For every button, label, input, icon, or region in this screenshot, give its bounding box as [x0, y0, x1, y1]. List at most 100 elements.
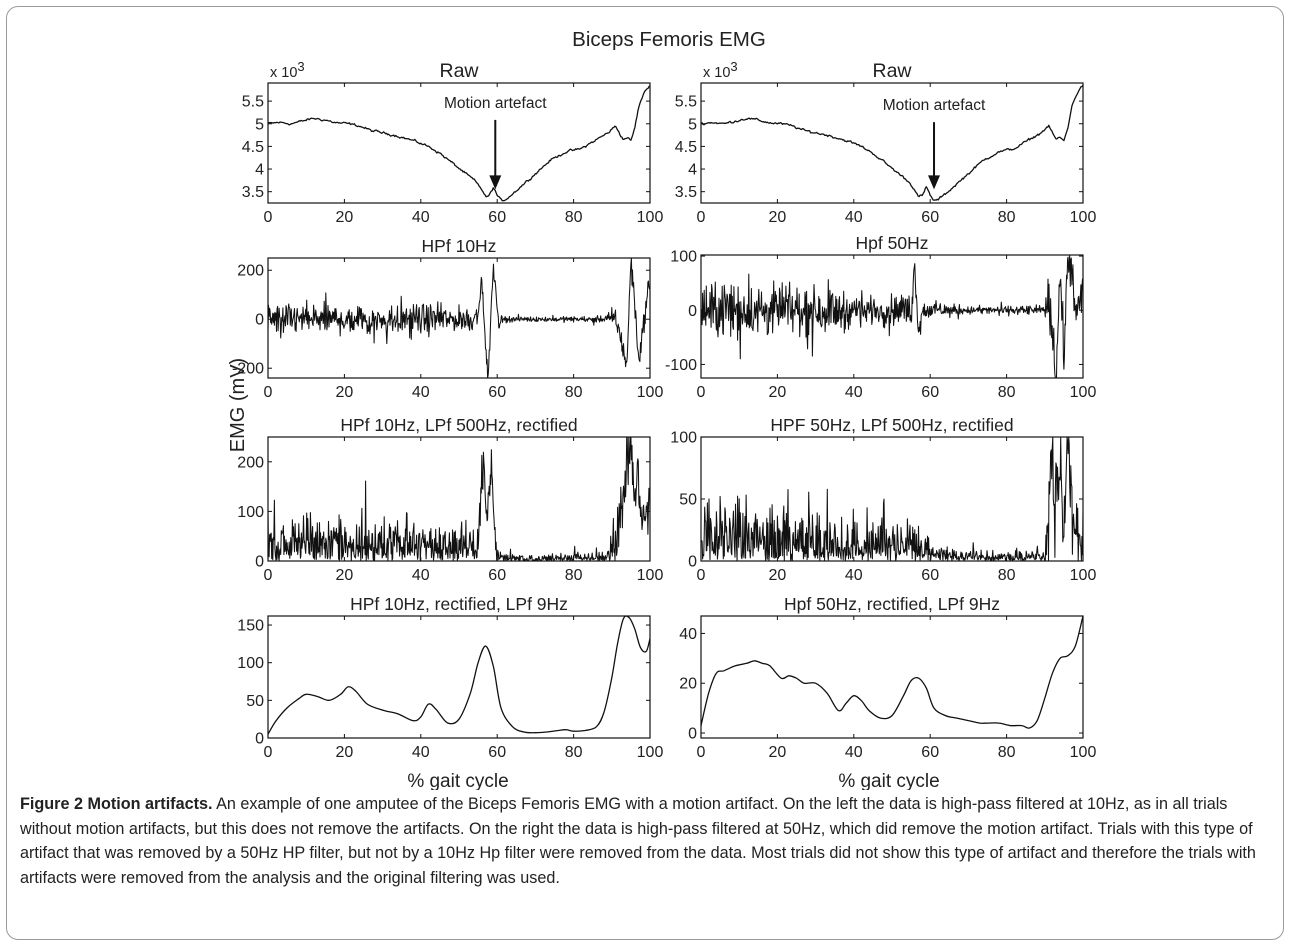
y-tick-label: 150 — [237, 618, 264, 635]
x-tick-label: 0 — [264, 209, 273, 226]
panel-rect10-left: HPf 10Hz, LPf 500Hz, rectified 0 20 40 60 80 1… — [237, 415, 663, 584]
panel-lp-right: Hpf 50Hz, rectified, LPf 9Hz 0 20 40 60 80 100… — [679, 594, 1096, 761]
x-tick-label: 40 — [412, 567, 430, 584]
x-tick-label: 60 — [488, 744, 506, 761]
y-tick-label: 5 — [688, 116, 697, 133]
x-tick-label: 0 — [697, 209, 706, 226]
panel-title: Hpf 50Hz — [856, 233, 929, 253]
y-tick-label: 100 — [670, 430, 697, 447]
x-tick-label: 80 — [998, 567, 1016, 584]
x-tick-label: 0 — [697, 567, 706, 584]
panel-title: HPf 10Hz — [422, 236, 497, 256]
y-tick-label: 0 — [688, 554, 697, 571]
panel-raw-right: Raw x 103 0 20 40 60 80 100 3.5 4 4.5 5 5.5 Motion ar… — [675, 59, 1097, 226]
y-tick-label: -100 — [665, 357, 697, 374]
x-tick-label: 100 — [1070, 384, 1097, 401]
x-tick-label: 100 — [1070, 567, 1097, 584]
x-tick-label: 100 — [637, 384, 664, 401]
y-axis-label: EMG (mV) — [227, 358, 249, 452]
y-tick-label: 5.5 — [242, 94, 264, 111]
x-tick-label: 80 — [998, 744, 1016, 761]
y-tick-label: 4.5 — [242, 139, 264, 156]
y-tick-label: 3.5 — [675, 184, 697, 201]
axes-box — [267, 82, 651, 204]
exponent-label: x 103 — [703, 59, 738, 81]
x-tick-label: 20 — [769, 567, 787, 584]
x-tick-label: 0 — [264, 384, 273, 401]
x-axis-label-right: % gait cycle — [838, 771, 939, 790]
y-tick-label: 4 — [255, 162, 264, 179]
x-tick-label: 100 — [1070, 209, 1097, 226]
y-tick-label: 0 — [688, 726, 697, 743]
x-tick-label: 20 — [769, 209, 787, 226]
y-tick-label: 4.5 — [675, 139, 697, 156]
x-tick-label: 80 — [998, 384, 1016, 401]
panel-title: HPf 10Hz, rectified, LPf 9Hz — [350, 594, 568, 614]
x-tick-label: 40 — [412, 384, 430, 401]
y-tick-label: 4 — [688, 162, 697, 179]
series-line — [267, 257, 651, 379]
x-tick-label: 60 — [921, 209, 939, 226]
x-tick-label: 0 — [264, 744, 273, 761]
figure-title: Biceps Femoris EMG — [572, 28, 766, 51]
y-tick-label: 100 — [237, 655, 264, 672]
axes-box — [700, 254, 1084, 379]
figure-canvas: Biceps Femoris EMG EMG (mV) % gait cycle… — [227, 28, 1097, 790]
x-tick-label: 60 — [921, 744, 939, 761]
x-tick-label: 0 — [264, 567, 273, 584]
x-tick-label: 20 — [336, 744, 354, 761]
panel-title: Raw — [439, 60, 479, 82]
x-tick-label: 20 — [336, 567, 354, 584]
y-tick-label: 5 — [255, 116, 264, 133]
x-tick-label: 100 — [637, 744, 664, 761]
x-tick-label: 80 — [998, 209, 1016, 226]
x-tick-label: 0 — [697, 744, 706, 761]
x-tick-label: 60 — [921, 567, 939, 584]
x-tick-label: 40 — [845, 744, 863, 761]
x-tick-label: 40 — [845, 567, 863, 584]
x-tick-label: 60 — [488, 384, 506, 401]
series-line — [700, 84, 1084, 201]
annotation-label: Motion artefact — [883, 97, 986, 114]
series-line — [700, 436, 1084, 562]
x-tick-label: 40 — [845, 384, 863, 401]
panel-title: Hpf 50Hz, rectified, LPf 9Hz — [784, 594, 1000, 614]
x-tick-label: 100 — [637, 567, 664, 584]
y-tick-label: 0 — [255, 731, 264, 748]
figure-caption: Figure 2 Motion artifacts. An example of… — [20, 792, 1274, 890]
axes-box — [700, 82, 1084, 204]
series-line — [700, 254, 1084, 379]
y-tick-label: 5.5 — [675, 94, 697, 111]
x-tick-label: 20 — [336, 384, 354, 401]
y-tick-label: 50 — [679, 492, 697, 509]
exponent-label: x 103 — [270, 59, 305, 81]
y-tick-label: 40 — [679, 626, 697, 643]
x-tick-label: 80 — [565, 384, 583, 401]
x-tick-label: 40 — [845, 209, 863, 226]
x-tick-label: 0 — [697, 384, 706, 401]
series-line — [700, 615, 1084, 729]
y-tick-label: 100 — [670, 249, 697, 266]
series-line — [267, 436, 651, 562]
annotation-arrow-head — [928, 175, 941, 190]
panel-title: HPf 10Hz, LPf 500Hz, rectified — [340, 415, 577, 435]
x-tick-label: 80 — [565, 567, 583, 584]
x-tick-label: 100 — [637, 209, 664, 226]
axes-box — [267, 615, 651, 739]
x-tick-label: 20 — [769, 384, 787, 401]
x-tick-label: 40 — [412, 744, 430, 761]
panel-title: Raw — [872, 60, 912, 82]
x-tick-label: 100 — [1070, 744, 1097, 761]
y-tick-label: 3.5 — [242, 184, 264, 201]
x-tick-label: 80 — [565, 744, 583, 761]
series-line — [267, 615, 651, 735]
y-tick-label: 200 — [237, 454, 264, 471]
annotation-arrow-head — [489, 175, 502, 190]
panel-lp-left: HPf 10Hz, rectified, LPf 9Hz 0 20 40 60 80 100… — [237, 594, 663, 761]
x-tick-label: 60 — [921, 384, 939, 401]
y-tick-label: 50 — [246, 693, 264, 710]
y-tick-label: 200 — [237, 263, 264, 280]
x-tick-label: 20 — [769, 744, 787, 761]
